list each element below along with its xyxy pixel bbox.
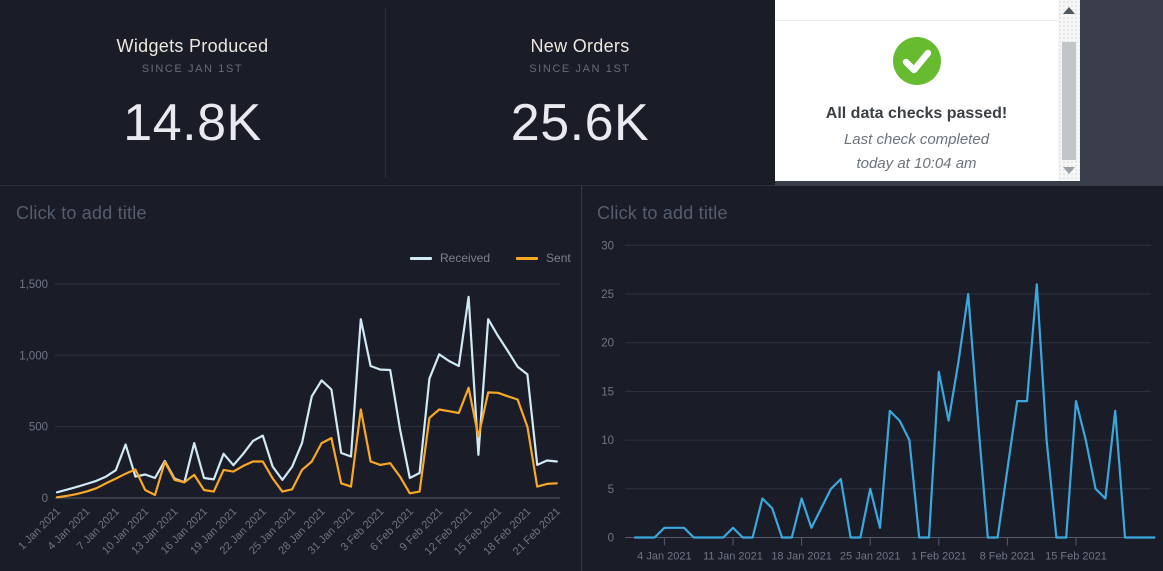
series-line-sent (55, 386, 558, 499)
scroll-down-icon[interactable] (1063, 167, 1075, 174)
popup-subtitle: Last check completed (843, 131, 990, 148)
kpi-new-orders: New Orders SINCE JAN 1ST 25.6K (385, 0, 775, 184)
x-axis-tick-label: 8 Feb 2021 (980, 551, 1036, 563)
row-divider (0, 185, 1163, 186)
x-axis-tick-label: 25 Jan 2021 (840, 551, 901, 563)
y-axis-tick-label: 0 (42, 493, 48, 505)
chart-legend: Received Sent (410, 251, 571, 265)
series-line-received (55, 295, 558, 494)
popup-divider (775, 20, 1058, 21)
popup-subtitle: today at 10:04 am (856, 155, 977, 172)
chart-title-placeholder-right[interactable]: Click to add title (597, 203, 728, 223)
received-line-swatch (410, 256, 432, 260)
y-axis-tick-label: 1,500 (19, 279, 48, 291)
legend-item-sent[interactable]: Sent (516, 251, 571, 265)
popup-panel: All data checks passed! Last check compl… (775, 0, 1058, 181)
series-line-orders (633, 283, 1156, 539)
y-axis-tick-label: 15 (601, 386, 614, 398)
scrollbar-thumb[interactable] (1062, 42, 1076, 160)
x-axis-tick-label: 15 Feb 2021 (1045, 551, 1107, 563)
popup-scrollbar[interactable] (1058, 0, 1080, 181)
kpi-divider (385, 8, 386, 178)
data-checks-popup: All data checks passed! Last check compl… (775, 0, 1163, 186)
y-axis-tick-label: 25 (601, 289, 614, 301)
kpi-value: 25.6K (510, 94, 650, 152)
y-axis-tick-label: 20 (601, 338, 614, 350)
check-circle-icon (893, 37, 941, 85)
x-axis-tick-label: 4 Jan 2021 (637, 551, 691, 563)
kpi-title: Widgets Produced (116, 36, 269, 56)
scroll-up-icon[interactable] (1063, 7, 1075, 14)
popup-title: All data checks passed! (825, 105, 1008, 122)
x-axis-tick-label: 1 Feb 2021 (911, 551, 967, 563)
x-axis-tick-label: 11 Jan 2021 (703, 551, 763, 563)
chart-title-placeholder-left[interactable]: Click to add title (16, 203, 147, 223)
kpi-subtitle: SINCE JAN 1ST (529, 63, 631, 75)
y-axis-tick-label: 0 (608, 533, 614, 545)
kpi-title: New Orders (530, 36, 630, 56)
y-axis-tick-label: 5 (608, 484, 614, 496)
legend-label: Sent (546, 251, 571, 265)
chart-panel-divider (581, 186, 582, 571)
y-axis-tick-label: 1,000 (19, 350, 48, 362)
y-axis-tick-label: 10 (601, 435, 614, 447)
sent-line-swatch (516, 256, 539, 260)
orders-line-chart: 0 5 10 15 20 25 30 4 Jan 2021 11 Jan 2021 18 Jan … (601, 240, 1156, 563)
y-axis-tick-label: 30 (601, 240, 614, 252)
x-axis-tick-label: 18 Jan 2021 (771, 551, 832, 563)
legend-label: Received (440, 251, 491, 265)
kpi-value: 14.8K (123, 94, 262, 152)
legend-item-received[interactable]: Received (410, 251, 490, 265)
kpi-widgets-produced: Widgets Produced SINCE JAN 1ST 14.8K (0, 0, 385, 184)
kpi-subtitle: SINCE JAN 1ST (141, 63, 244, 75)
y-axis-tick-label: 500 (29, 422, 48, 434)
